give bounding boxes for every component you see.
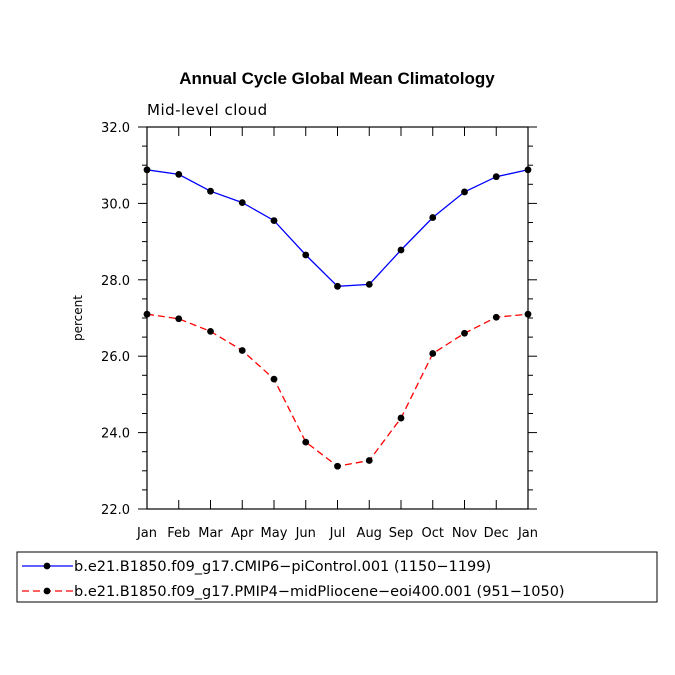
legend-box: [16, 551, 658, 603]
series-line-2: [146, 313, 529, 467]
data-point: [365, 280, 373, 288]
y-tick-label: 30.0: [101, 197, 130, 212]
series-line-1: [146, 169, 529, 287]
data-point: [429, 214, 437, 221]
x-tick-label: Oct: [422, 526, 444, 541]
chart-subtitle: Mid-level cloud: [147, 101, 268, 119]
data-point: [238, 199, 246, 207]
data-point: [302, 251, 310, 259]
legend-label-2: b.e21.B1850.f09_g17.PMIP4−midPliocene−eo…: [74, 584, 565, 600]
x-tick-label: May: [261, 526, 288, 541]
x-tick-label: Jul: [329, 526, 346, 541]
x-tick-label: Jan: [517, 526, 538, 541]
data-point: [175, 170, 183, 178]
data-point: [207, 187, 214, 195]
y-axis-label: percent: [71, 295, 85, 341]
data-point: [143, 166, 151, 174]
data-point: [175, 315, 183, 323]
data-point: [397, 414, 405, 422]
data-point: [461, 329, 468, 337]
data-point: [492, 313, 500, 321]
data-point: [429, 350, 437, 357]
data-point: [334, 462, 341, 470]
data-point: [524, 310, 532, 318]
x-tick-label: Dec: [484, 526, 509, 541]
data-point: [334, 282, 341, 290]
y-tick-label: 32.0: [101, 121, 130, 136]
data-point: [524, 166, 532, 174]
y-tick-label: 28.0: [101, 274, 130, 289]
y-tick-label: 24.0: [101, 427, 130, 442]
data-point: [238, 347, 246, 354]
x-tick-label: Apr: [231, 526, 254, 541]
x-tick-label: Feb: [167, 526, 190, 541]
x-tick-label: Jun: [295, 526, 316, 541]
data-point: [270, 217, 278, 224]
x-tick-label: Jan: [136, 526, 157, 541]
legend-marker: [43, 587, 51, 595]
axis-ticks: [138, 126, 537, 510]
legend-marker: [43, 562, 51, 570]
legend-label-1: b.e21.B1850.f09_g17.CMIP6−piControl.001 …: [74, 559, 491, 575]
x-tick-label: Nov: [452, 526, 478, 541]
data-point: [461, 188, 468, 196]
data-point: [143, 310, 151, 318]
y-tick-label: 22.0: [101, 503, 130, 518]
plot-frame: [146, 126, 529, 510]
data-point: [492, 173, 500, 181]
data-point: [270, 375, 278, 383]
series-group: [143, 166, 532, 470]
data-point: [207, 327, 214, 335]
x-tick-labels: Jan Feb Mar Apr May Jun Jul Aug Sep Oct Nov Dec Jan: [136, 526, 538, 541]
x-tick-label: Aug: [357, 526, 382, 541]
data-point: [302, 438, 310, 446]
data-point: [397, 246, 405, 254]
x-tick-label: Mar: [198, 526, 223, 541]
chart-title: Annual Cycle Global Mean Climatology: [179, 69, 495, 88]
x-tick-label: Sep: [389, 526, 414, 541]
legend: b.e21.B1850.f09_g17.CMIP6−piControl.001 …: [22, 559, 565, 600]
y-tick-labels: 22.0 24.0 26.0 28.0 30.0 32.0: [101, 121, 130, 518]
y-tick-label: 26.0: [101, 350, 130, 365]
data-point: [365, 457, 373, 464]
